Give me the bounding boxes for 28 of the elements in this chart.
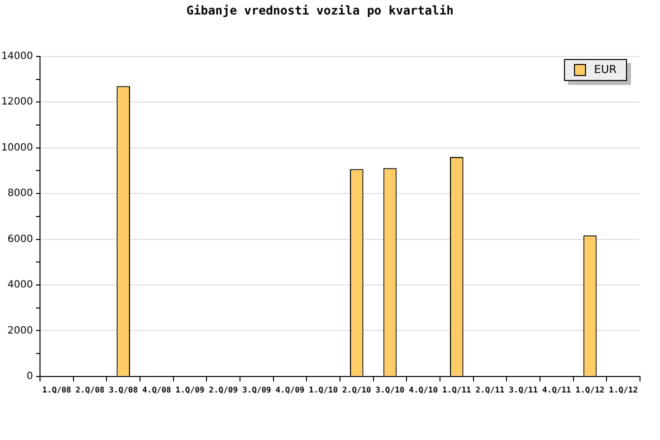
y-tick-label: 14000 — [1, 50, 33, 62]
y-tick-label: 12000 — [1, 96, 33, 108]
x-tick-label: 2.Q/11 — [476, 385, 505, 394]
y-tick-label: 4000 — [8, 280, 33, 291]
y-tick-label: 2000 — [8, 325, 33, 336]
chart-title: Gibanje vrednosti vozila po kvartalih — [186, 3, 454, 18]
legend-label: EUR — [594, 63, 617, 76]
y-tick-label: 8000 — [8, 188, 33, 200]
x-tick-label: 3.Q/11 — [508, 385, 538, 394]
y-tick-label: 6000 — [8, 234, 33, 245]
x-tick-label: 1.Q/09 — [176, 385, 205, 394]
x-tick-label: 3.Q/09 — [242, 385, 272, 394]
x-tick-label: 2.Q/10 — [342, 385, 372, 394]
x-tick-label: 4.Q/09 — [276, 385, 305, 394]
x-tick-label: 3.Q/10 — [376, 385, 405, 394]
x-tick-label: 1.Q/12 — [576, 385, 605, 394]
x-tick-label: 4.Q/11 — [542, 385, 572, 394]
x-tick-label: 1.Q/12 — [608, 385, 638, 394]
x-tick-label: 4.Q/10 — [408, 385, 438, 394]
y-tick-label: 0 — [26, 370, 33, 382]
x-tick-label: 1.Q/10 — [308, 385, 338, 394]
x-tick-label: 1.Q/08 — [42, 385, 72, 394]
x-tick-label: 2.Q/09 — [208, 385, 238, 394]
x-tick-label: 3.Q/08 — [108, 385, 138, 394]
x-tick-label: 2.Q/08 — [76, 385, 105, 394]
x-tick-label: 4.Q/08 — [142, 385, 172, 394]
y-tick-label: 10000 — [1, 142, 33, 154]
x-tick-label: 1.Q/11 — [442, 385, 472, 394]
